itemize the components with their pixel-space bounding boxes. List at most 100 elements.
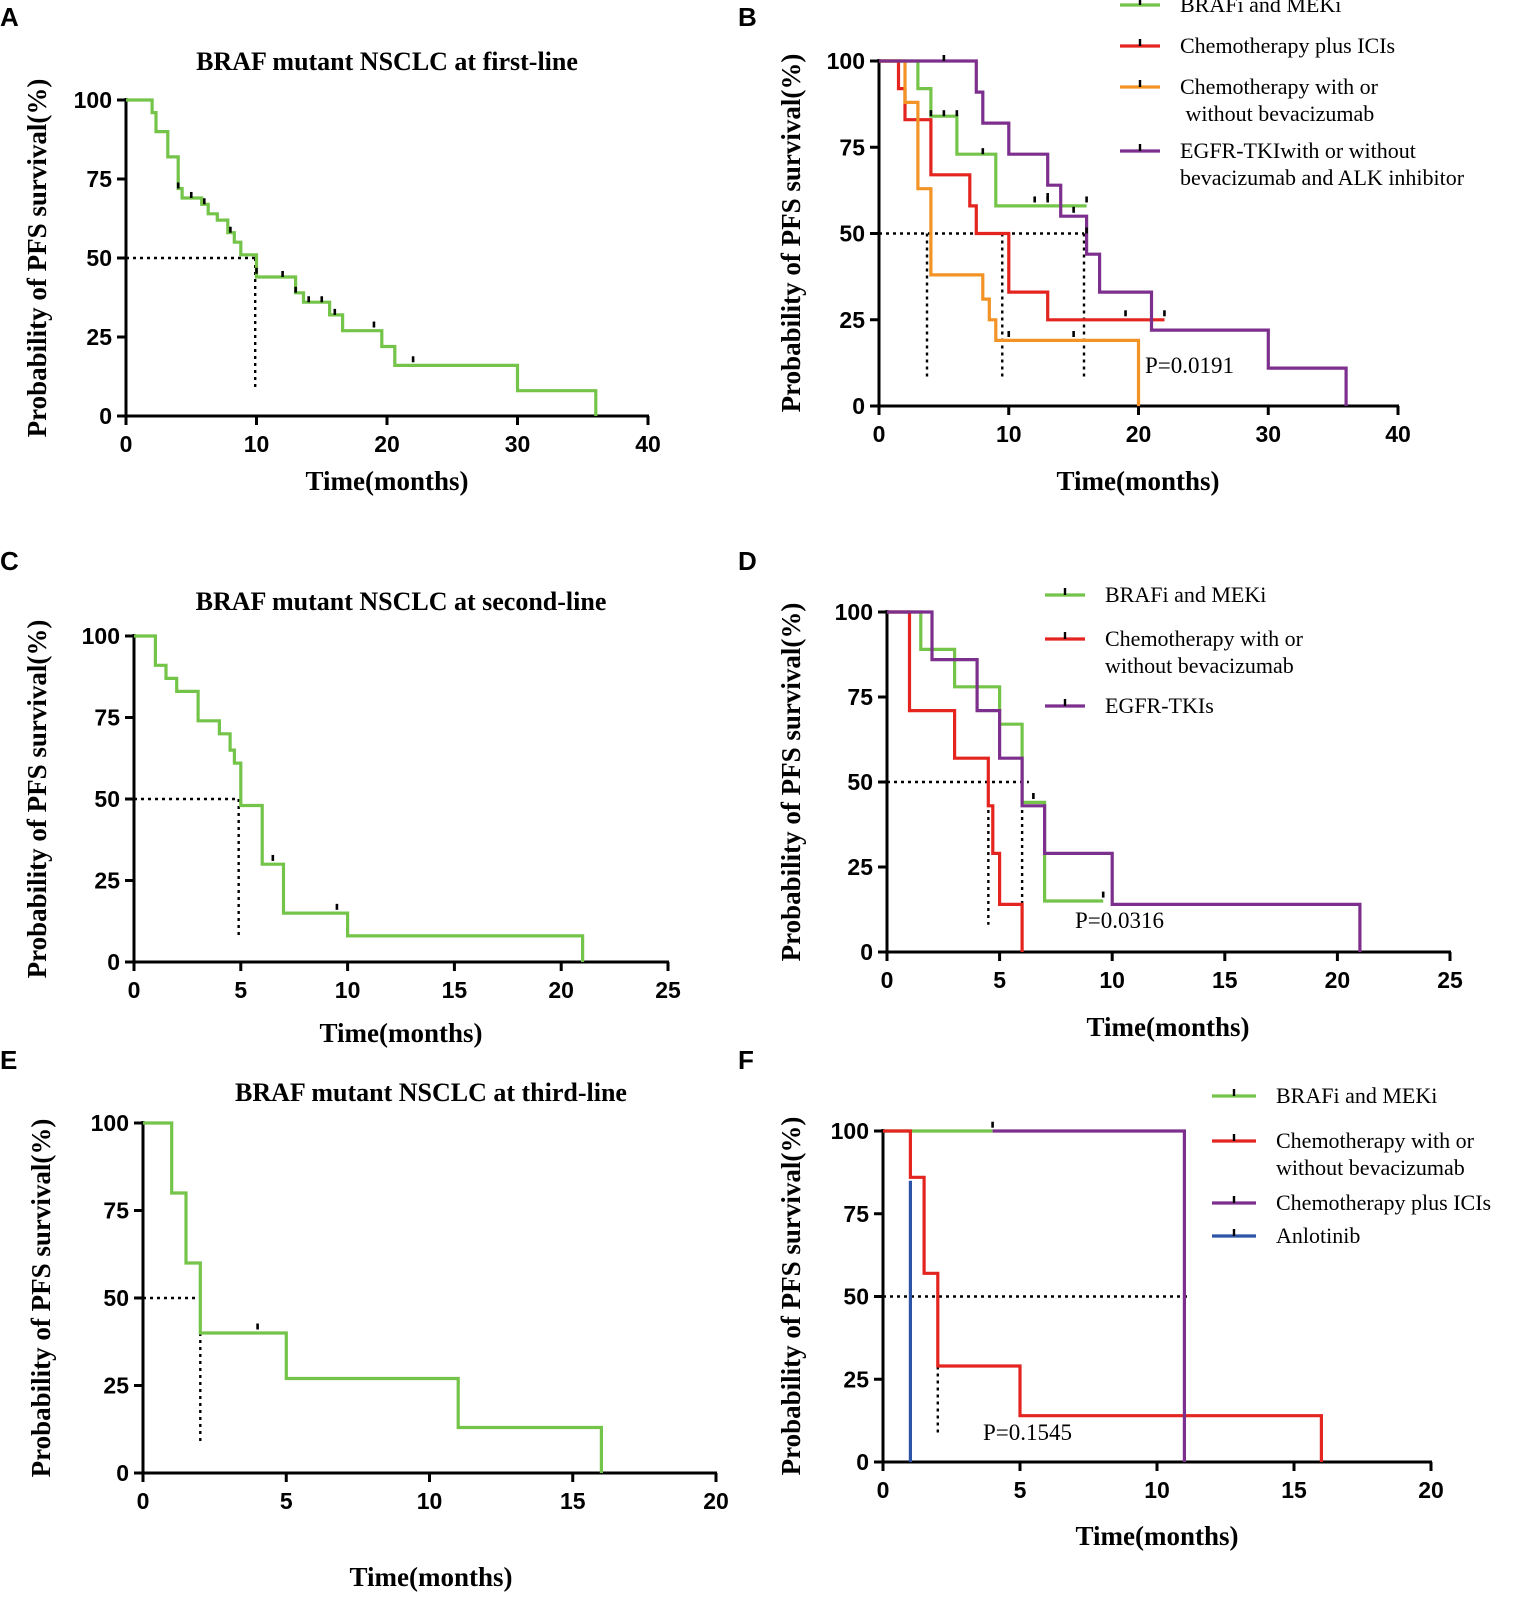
chart-title: BRAF mutant NSCLC at second-line [196,587,607,616]
y-axis-label: Probability of PFS survival(%) [776,1117,806,1476]
km-curve-orange [879,59,1141,406]
km-curve-red [879,59,1165,322]
legend-label: EGFR-TKIs [1105,693,1214,718]
y-tick-label: 0 [99,403,112,429]
y-axis-label: Probability of PFS survival(%) [776,603,806,962]
chart-panel-a: A BRAF mutant NSCLC at first-line 0 25 50 75 1… [0,2,661,496]
x-tick-label: 20 [548,977,574,1003]
y-tick-label: 50 [843,1284,869,1310]
legend-label: BRAFi and MEKi [1276,1083,1437,1108]
y-tick-label: 0 [116,1460,129,1486]
y-tick-label: 0 [107,949,120,975]
x-tick-label: 30 [1255,421,1281,447]
legend-label: Chemotherapy with or [1180,74,1379,99]
x-tick-label: 15 [1281,1477,1307,1503]
y-tick-label: 25 [847,854,873,880]
legend-label: Chemotherapy plus ICIs [1276,1190,1491,1215]
legend-label: Anlotinib [1276,1223,1360,1248]
y-tick-label: 100 [82,623,120,649]
y-tick-label: 50 [847,769,873,795]
x-tick-label: 10 [996,421,1022,447]
y-axis-label: Probability of PFS survival(%) [22,79,52,438]
legend-label: Chemotherapy with or [1105,626,1304,651]
x-tick-label: 10 [335,977,361,1003]
x-tick-label: 40 [1385,421,1411,447]
panel-letter: E [0,1045,17,1075]
x-tick-label: 20 [1325,967,1351,993]
y-tick-label: 75 [843,1201,869,1227]
legend-label: Chemotherapy with or [1276,1128,1475,1153]
x-tick-label: 15 [1212,967,1238,993]
y-tick-label: 25 [103,1373,129,1399]
x-tick-label: 5 [993,967,1006,993]
x-axis-label: Time(months) [1056,466,1219,496]
y-tick-label: 0 [856,1449,869,1475]
panel-letter: F [738,1045,754,1075]
p-value-label: P=0.0316 [1075,908,1164,933]
y-axis-label: Probability of PFS survival(%) [22,620,52,979]
x-axis-label: Time(months) [1086,1012,1249,1042]
legend-label: EGFR-TKIwith or without [1180,138,1416,163]
x-axis-label: Time(months) [349,1562,512,1592]
x-tick-label: 10 [1144,1477,1170,1503]
x-tick-label: 0 [120,431,133,457]
chart-panel-d: D 0 25 50 75 100 0 5 10 15 20 25 Time(months) Probabi… [738,546,1463,1042]
y-tick-label: 50 [86,245,112,271]
legend-label: Chemotherapy plus ICIs [1180,33,1395,58]
y-tick-label: 50 [839,221,865,247]
km-curve-green [126,98,598,416]
x-tick-label: 0 [881,967,894,993]
y-tick-label: 75 [847,684,873,710]
x-tick-label: 40 [635,431,661,457]
x-axis-label: Time(months) [1075,1521,1238,1551]
chart-title: BRAF mutant NSCLC at first-line [196,47,578,76]
legend-label: BRAFi and MEKi [1105,582,1266,607]
y-tick-label: 75 [103,1198,129,1224]
km-curve-green [887,610,1104,903]
x-axis-label: Time(months) [305,466,468,496]
y-tick-label: 25 [839,307,865,333]
x-tick-label: 30 [505,431,531,457]
y-tick-label: 50 [94,786,120,812]
x-tick-label: 5 [1014,1477,1027,1503]
y-tick-label: 100 [831,1118,869,1144]
km-curve-green [143,1121,603,1473]
y-tick-label: 25 [843,1366,869,1392]
x-tick-label: 10 [417,1488,443,1514]
x-tick-label: 5 [234,977,247,1003]
p-value-label: P=0.1545 [983,1420,1072,1445]
km-curve-green [134,634,585,962]
y-tick-label: 25 [94,868,120,894]
x-tick-label: 0 [128,977,141,1003]
km-curve-purple [879,59,1348,406]
x-tick-label: 0 [137,1488,150,1514]
x-tick-label: 20 [1126,421,1152,447]
legend-label-line2: without bevacizumab [1180,101,1374,126]
y-tick-label: 25 [86,324,112,350]
x-tick-label: 10 [244,431,270,457]
panel-letter: D [738,546,757,576]
y-tick-label: 100 [827,48,865,74]
y-tick-label: 50 [103,1285,129,1311]
p-value-label: P=0.0191 [1145,353,1234,378]
x-tick-label: 25 [655,977,681,1003]
y-tick-label: 0 [852,393,865,419]
x-tick-label: 20 [374,431,400,457]
x-tick-label: 10 [1099,967,1125,993]
y-tick-label: 100 [835,599,873,625]
y-tick-label: 75 [86,166,112,192]
legend-label: BRAFi and MEKi [1180,0,1341,17]
chart-panel-b: B 0 25 50 75 100 0 10 20 30 40 Time(months) Probabil… [738,0,1465,496]
x-axis-label: Time(months) [319,1018,482,1048]
chart-panel-f: F 0 25 50 75 100 0 5 10 15 20 Time(months) Probabili… [738,1045,1491,1551]
km-curve-red [883,1129,1323,1462]
y-tick-label: 0 [860,939,873,965]
x-tick-label: 0 [873,421,886,447]
km-curve-purple [992,1129,1186,1462]
x-tick-label: 5 [280,1488,293,1514]
x-tick-label: 25 [1437,967,1463,993]
panel-letter: B [738,2,757,32]
